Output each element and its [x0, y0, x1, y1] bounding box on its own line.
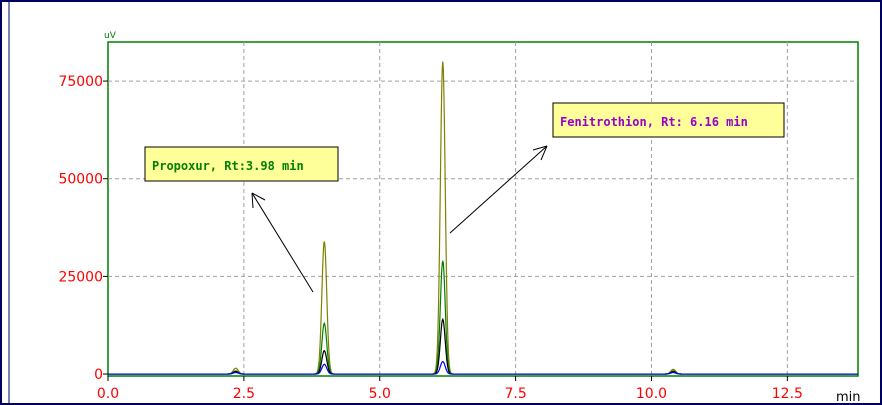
- x-tick-label: 0.0: [97, 386, 119, 402]
- y-tick-label: 25000: [58, 269, 103, 285]
- annotation-propoxur: Propoxur, Rt:3.98 min: [144, 146, 339, 293]
- annotation-fenitrothion-box: [552, 102, 785, 138]
- series-layer: [108, 61, 858, 375]
- x-tick-label: 7.5: [504, 386, 526, 402]
- x-unit-label: min: [836, 390, 861, 405]
- chromatogram-trace: [108, 360, 858, 375]
- annotation-propoxur-text: Propoxur, Rt:3.98 min: [152, 159, 304, 173]
- x-tick-label: 10.0: [636, 386, 667, 402]
- y-tick-label: 50000: [58, 172, 103, 188]
- annotation-fenitrothion-arrow: [449, 145, 548, 234]
- annotation-fenitrothion: Fenitrothion, Rt: 6.16 min: [449, 102, 785, 234]
- annotation-propoxur-arrowhead: [251, 192, 266, 209]
- y-unit-label: uV: [104, 31, 117, 41]
- x-tick-label: 2.5: [233, 386, 255, 402]
- annotation-fenitrothion-arrowhead: [532, 145, 548, 161]
- y-tick-label: 0: [94, 367, 103, 383]
- x-tick-label: 12.5: [772, 386, 803, 402]
- annotation-propoxur-box: [144, 146, 339, 182]
- grid-lines: [108, 42, 858, 376]
- x-tick-label: 5.0: [369, 386, 391, 402]
- plot-area: [107, 41, 859, 377]
- y-tick-label: 75000: [58, 74, 103, 90]
- annotation-fenitrothion-text: Fenitrothion, Rt: 6.16 min: [560, 115, 748, 129]
- axis-ticks: 0.0 2.5 5.0 7.5 10.0 12.5 0 25000 50000 75000: [58, 74, 802, 402]
- annotation-propoxur-arrow: [251, 192, 314, 293]
